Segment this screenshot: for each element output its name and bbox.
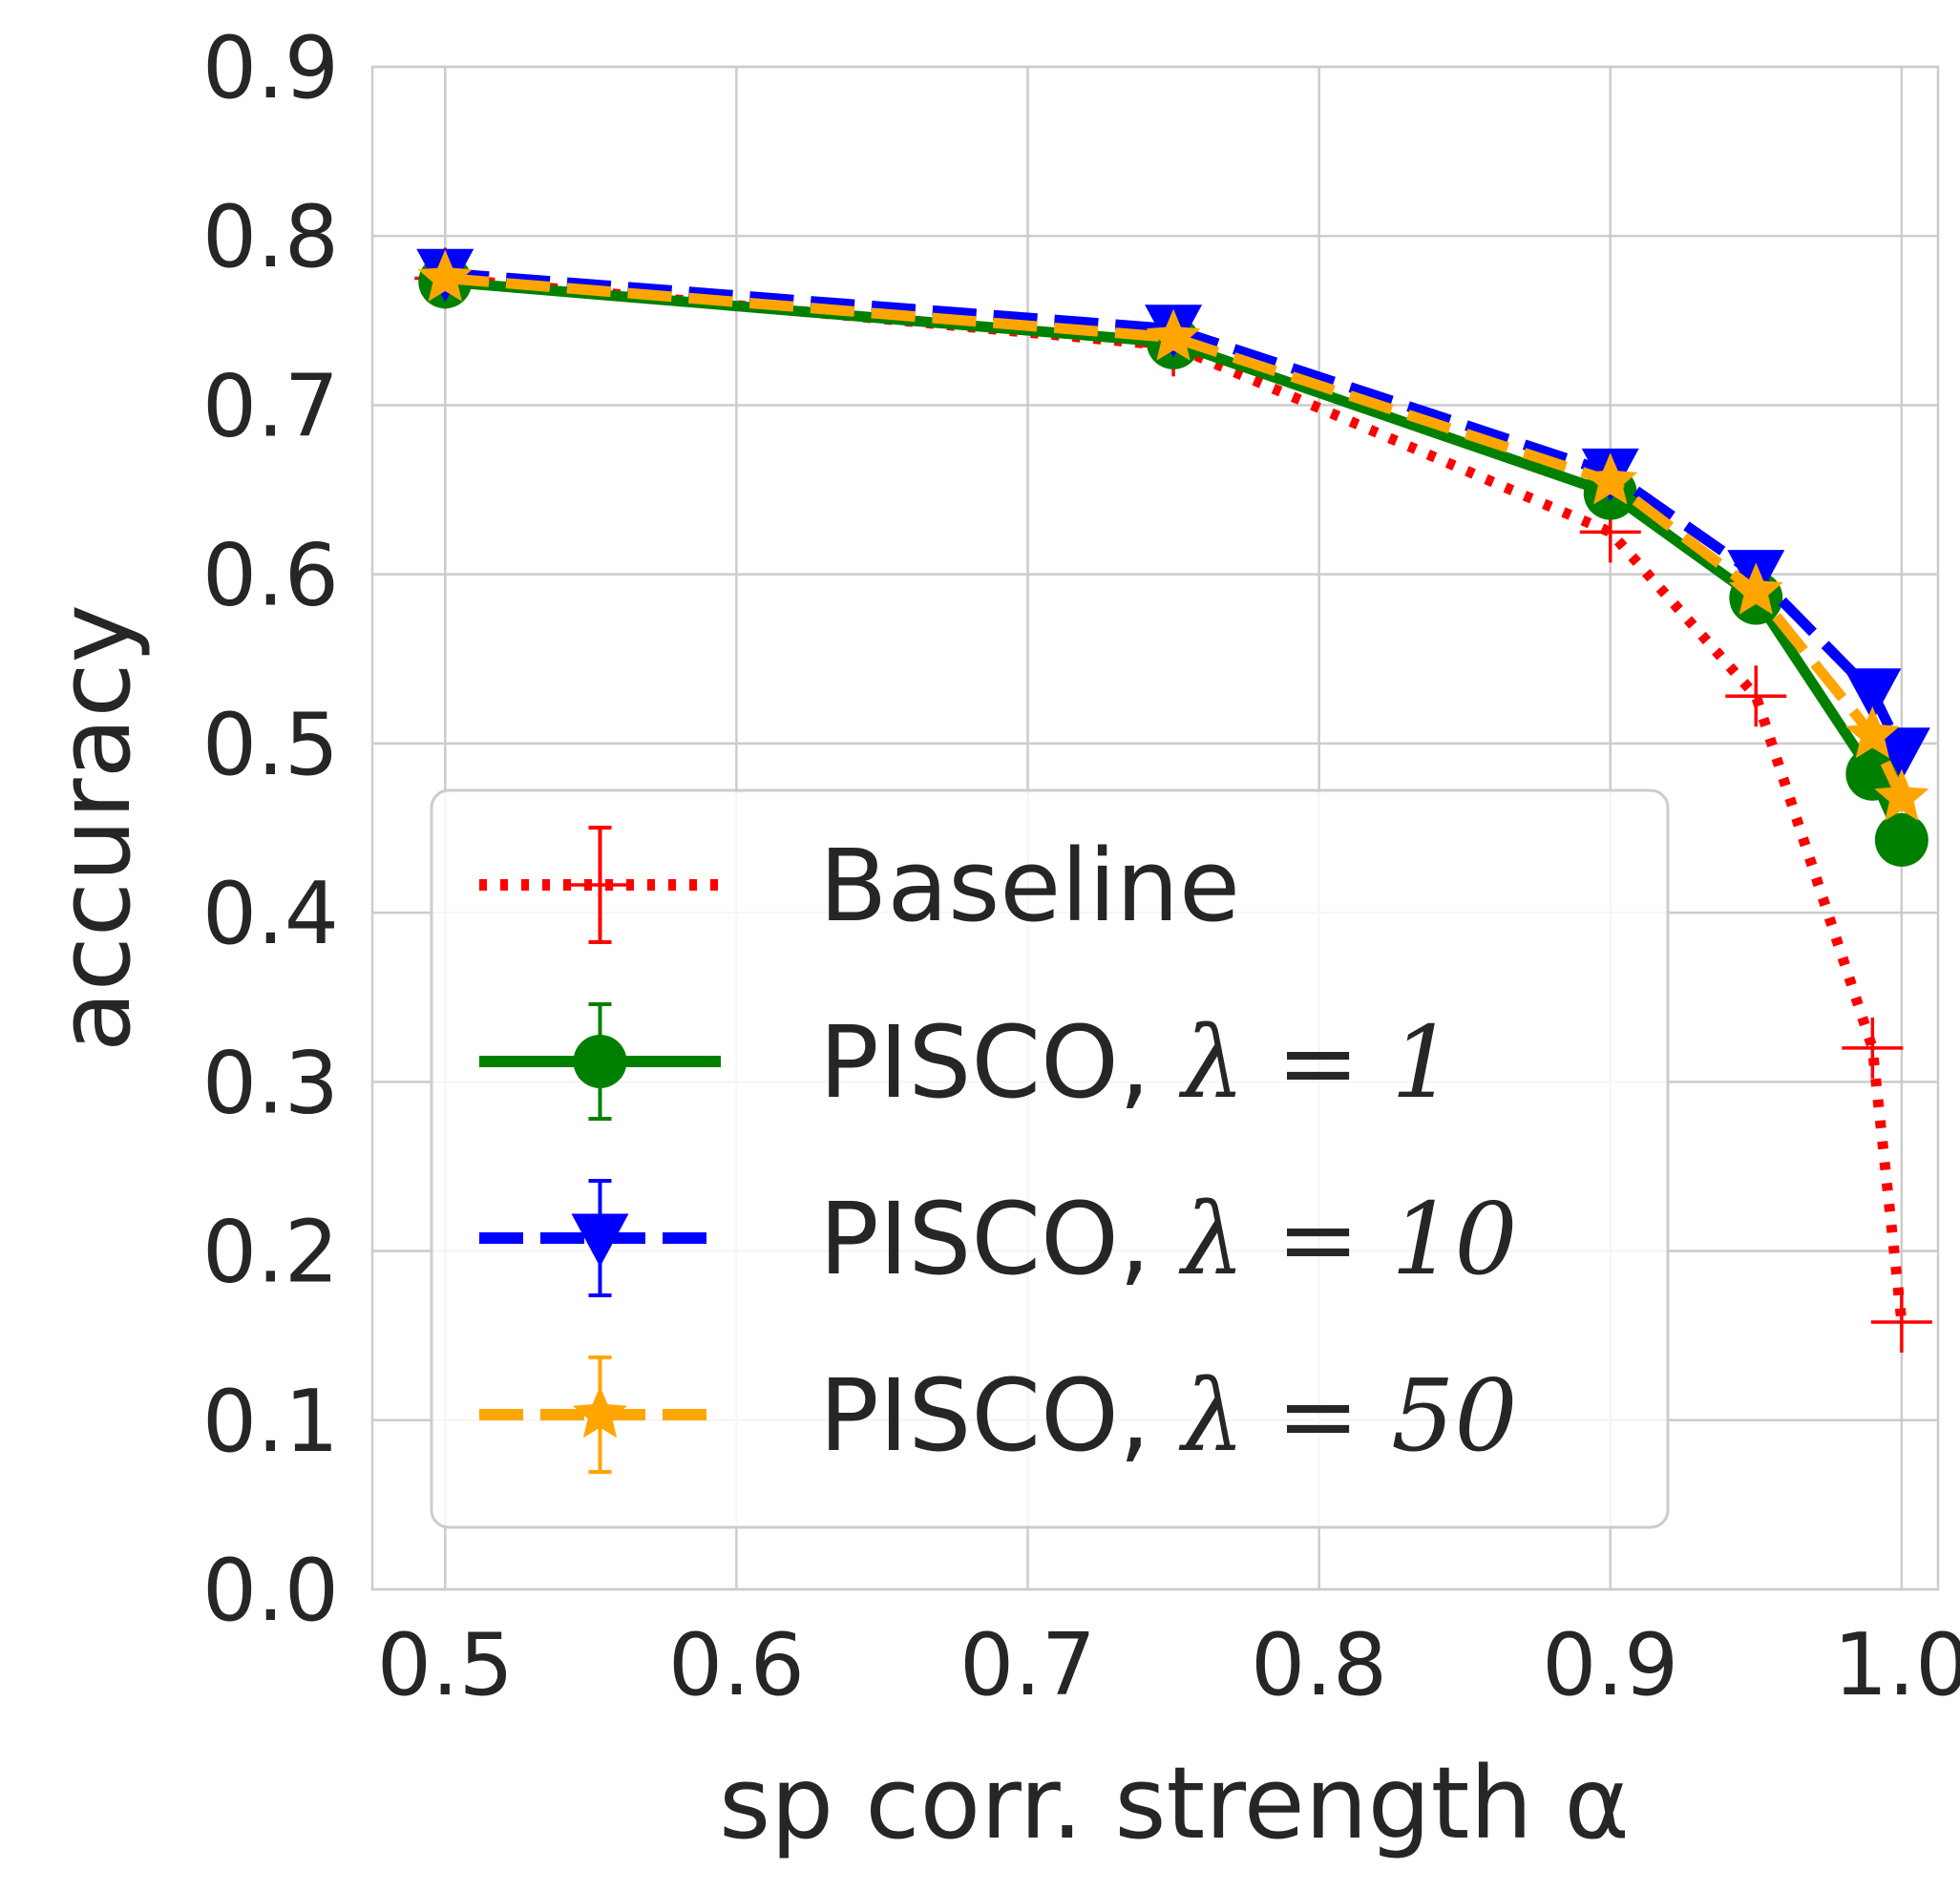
x-tick-label: 0.7 [959,1615,1096,1715]
y-tick-label: 0.1 [202,1372,339,1472]
legend-label-text: PISCO, [819,1004,1182,1121]
legend-label: PISCO, λ = 50 [819,1357,1518,1474]
x-tick-label: 0.5 [377,1615,514,1715]
x-tick-label: 0.8 [1251,1615,1387,1715]
series-layer [414,247,1932,1353]
y-tick-label: 0.2 [202,1203,339,1303]
plot-frame [370,65,1940,1591]
x-tick-label: 0.9 [1542,1615,1678,1715]
legend-marker [571,1213,629,1267]
legend-label-text: Baseline [819,828,1240,944]
y-tick-label: 0.9 [202,18,339,118]
x-tick-label: 1.0 [1833,1615,1960,1715]
y-tick-label: 0.0 [202,1541,339,1641]
legend-label-math: λ = 1 [1178,1004,1454,1121]
legend-label: PISCO, λ = 1 [819,1004,1454,1121]
legend-label-text: PISCO, [819,1357,1182,1474]
data-point [1874,768,1929,821]
data-point [1874,812,1928,867]
legend-marker [573,1386,627,1439]
legend-label-math: λ = 50 [1178,1357,1518,1474]
data-point [1844,668,1902,722]
series-star [417,249,1929,821]
legend-label: Baseline [819,828,1240,944]
y-tick-label: 0.5 [202,695,339,795]
y-axis-title: accuracy [36,604,153,1052]
data-point [1146,308,1201,361]
data-point [1844,706,1900,759]
y-tick-label: 0.4 [202,864,339,964]
legend-label-text: PISCO, [819,1181,1182,1297]
data-point [1583,452,1638,505]
legend-item: Baseline [479,826,1240,944]
legend-label: PISCO, λ = 10 [819,1181,1518,1297]
legend-item: PISCO, λ = 1 [479,1002,1454,1121]
legend-marker [573,1035,627,1088]
tick-labels: 0.5 0.6 0.7 0.8 0.9 1.0 0.0 0.1 0.2 0.3 0.4 0.5 0.6 0… [202,18,1960,1715]
legend-item: PISCO, λ = 50 [479,1355,1518,1474]
y-tick-label: 0.8 [202,187,339,287]
data-point [1845,746,1900,801]
y-tick-label: 0.3 [202,1033,339,1133]
legend-label-math: λ = 10 [1178,1181,1518,1297]
legend-item: PISCO, λ = 10 [479,1179,1518,1297]
data-point [1728,562,1783,615]
y-tick-label: 0.6 [202,526,339,626]
y-tick-label: 0.7 [202,356,339,456]
data-point [417,249,473,302]
data-point [1872,727,1930,781]
x-axis-title: sp corr. strength α [719,1745,1630,1861]
x-tick-label: 0.6 [668,1615,805,1715]
legend-box [430,788,1670,1529]
